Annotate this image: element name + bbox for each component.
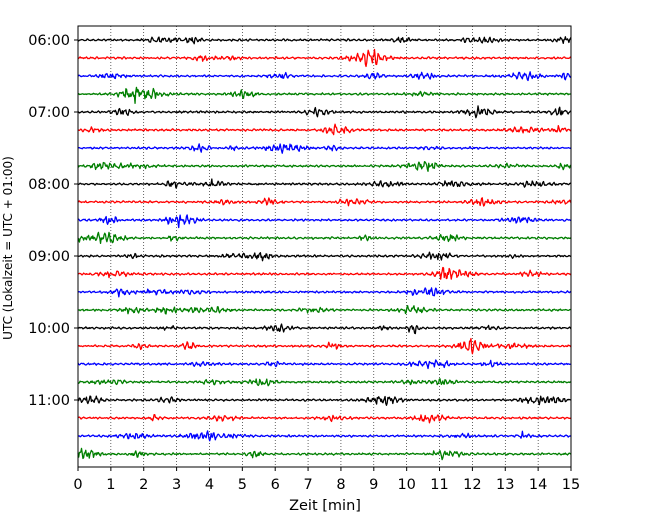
x-tick-label: 3 bbox=[172, 477, 181, 493]
x-tick-label: 6 bbox=[271, 477, 280, 493]
trace-1000 bbox=[77, 323, 572, 335]
y-tick-label: 09:00 bbox=[28, 249, 70, 265]
x-tick-label: 1 bbox=[106, 477, 115, 493]
trace-0930 bbox=[77, 287, 572, 298]
y-tick-label: 11:00 bbox=[28, 393, 70, 409]
trace-0800 bbox=[77, 178, 572, 189]
y-tick-label: 06:00 bbox=[28, 33, 70, 49]
trace-1145 bbox=[77, 447, 572, 461]
x-axis-label: Zeit [min] bbox=[289, 498, 361, 514]
y-axis-label: UTC (Lokalzeit = UTC + 01:00) bbox=[1, 156, 15, 340]
trace-0645 bbox=[77, 86, 572, 105]
x-tick-label: 9 bbox=[369, 477, 378, 493]
x-tick-label: 2 bbox=[139, 477, 148, 493]
x-tick-label: 8 bbox=[336, 477, 345, 493]
y-tick-label: 10:00 bbox=[28, 321, 70, 337]
x-tick-label: 14 bbox=[529, 477, 547, 493]
trace-0845 bbox=[77, 231, 572, 245]
trace-0815 bbox=[77, 197, 572, 207]
trace-0600 bbox=[77, 36, 572, 45]
x-axis: 0 1 2 3 4 5 6 7 8 9 10 11 12 13 14 15 bbox=[73, 467, 580, 493]
x-tick-label: 12 bbox=[463, 477, 481, 493]
trace-1100 bbox=[77, 395, 572, 406]
x-tick-label: 0 bbox=[73, 477, 82, 493]
y-tick-label: 08:00 bbox=[28, 177, 70, 193]
trace-0730 bbox=[77, 143, 572, 154]
y-axis: 06:00 07:00 08:00 09:00 10:00 11:00 bbox=[28, 33, 78, 409]
x-tick-label: 15 bbox=[562, 477, 580, 493]
x-tick-label: 13 bbox=[496, 477, 514, 493]
plot-frame bbox=[77, 25, 572, 468]
trace-1130 bbox=[77, 430, 572, 442]
y-tick-label: 07:00 bbox=[28, 105, 70, 121]
trace-0900 bbox=[77, 251, 572, 262]
trace-1115 bbox=[77, 413, 572, 424]
x-tick-label: 10 bbox=[397, 477, 415, 493]
x-tick-label: 4 bbox=[205, 477, 214, 493]
trace-0615 bbox=[77, 48, 572, 68]
trace-0700 bbox=[77, 105, 572, 119]
trace-1015 bbox=[77, 337, 572, 355]
trace-1045 bbox=[77, 378, 572, 387]
x-tick-label: 7 bbox=[303, 477, 312, 493]
trace-0715 bbox=[77, 123, 572, 136]
trace-group bbox=[77, 36, 572, 461]
x-tick-label: 11 bbox=[430, 477, 448, 493]
trace-0945 bbox=[77, 304, 572, 315]
trace-1030 bbox=[77, 359, 572, 370]
x-tick-label: 5 bbox=[238, 477, 247, 493]
trace-0915 bbox=[77, 266, 572, 280]
trace-0830 bbox=[77, 214, 572, 229]
trace-0630 bbox=[77, 71, 572, 82]
trace-0745 bbox=[77, 160, 572, 172]
